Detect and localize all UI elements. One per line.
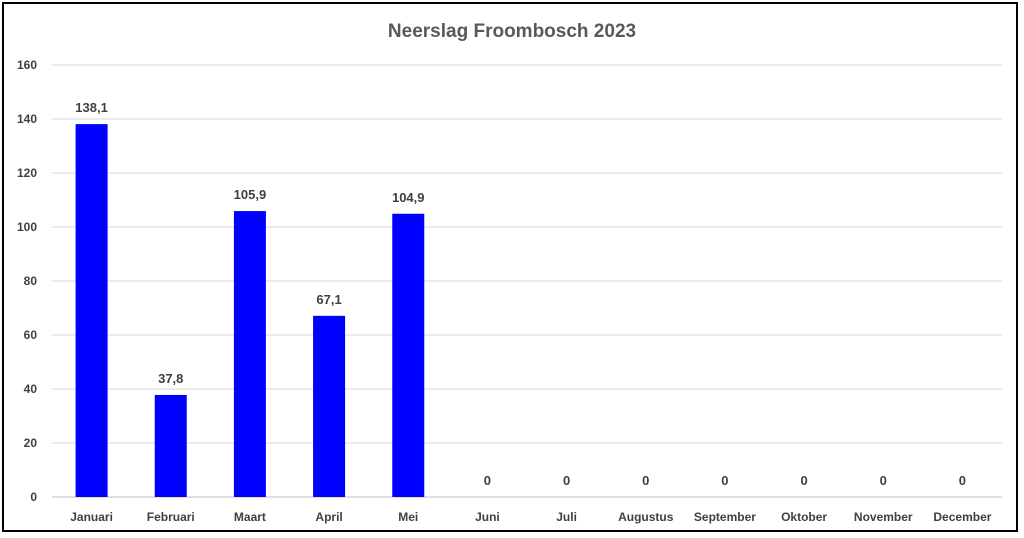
- y-tick-label: 140: [17, 112, 37, 126]
- x-tick-label: December: [933, 510, 991, 524]
- x-tick-label: Juli: [556, 510, 577, 524]
- data-label: 138,1: [75, 100, 108, 115]
- x-tick-label: Januari: [70, 510, 113, 524]
- x-axis-ticks: Januari Februari Maart April Mei Juni Juli Augu…: [70, 510, 992, 524]
- gridlines: [52, 64, 1002, 498]
- data-label: 0: [800, 473, 807, 488]
- bar: [75, 124, 108, 497]
- y-tick-label: 40: [24, 382, 38, 396]
- x-tick-label: Maart: [234, 510, 266, 524]
- y-tick-label: 60: [24, 328, 38, 342]
- bar: [154, 394, 187, 497]
- x-tick-label: Augustus: [618, 510, 674, 524]
- y-tick-label: 0: [30, 490, 37, 504]
- data-label: 0: [642, 473, 649, 488]
- bar: [313, 315, 346, 497]
- x-tick-label: Juni: [475, 510, 500, 524]
- data-label: 104,9: [392, 190, 425, 205]
- data-label: 0: [563, 473, 570, 488]
- data-label: 0: [484, 473, 491, 488]
- x-tick-label: November: [854, 510, 913, 524]
- data-label: 37,8: [158, 371, 183, 386]
- y-tick-label: 20: [24, 436, 38, 450]
- y-axis-ticks: 0 20 40 60 80 100 120 140 160: [17, 58, 37, 504]
- bar: [392, 213, 425, 497]
- y-tick-label: 80: [24, 274, 38, 288]
- y-tick-label: 120: [17, 166, 37, 180]
- x-tick-label: Oktober: [781, 510, 827, 524]
- data-labels: 138,1 37,8 105,9 67,1 104,9 0 0 0 0 0 0 0: [75, 100, 966, 488]
- x-tick-label: September: [694, 510, 756, 524]
- x-tick-label: Februari: [147, 510, 195, 524]
- x-tick-label: April: [315, 510, 342, 524]
- bars: [75, 124, 425, 497]
- bar: [233, 211, 266, 497]
- data-label: 0: [959, 473, 966, 488]
- data-label: 67,1: [316, 292, 341, 307]
- data-label: 105,9: [234, 187, 267, 202]
- data-label: 0: [880, 473, 887, 488]
- data-label: 0: [721, 473, 728, 488]
- y-tick-label: 160: [17, 58, 37, 72]
- x-tick-label: Mei: [398, 510, 418, 524]
- y-tick-label: 100: [17, 220, 37, 234]
- chart-title: Neerslag Froombosch 2023: [388, 21, 636, 42]
